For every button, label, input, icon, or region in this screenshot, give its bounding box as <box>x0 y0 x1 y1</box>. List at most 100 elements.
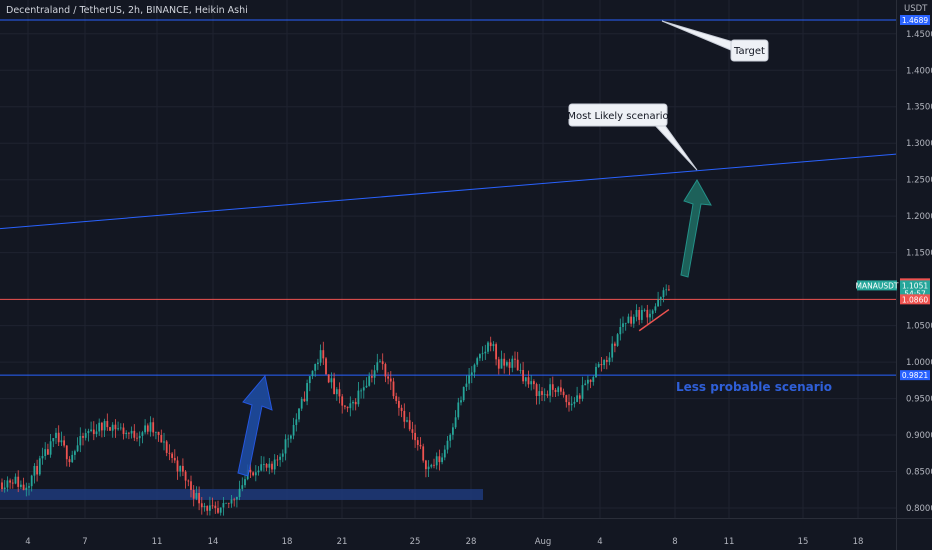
candle-body <box>211 505 214 507</box>
candle-body <box>408 420 411 430</box>
candle-body <box>492 344 495 347</box>
candle-body <box>430 464 433 467</box>
candle-body <box>600 364 603 366</box>
candle-body <box>535 384 538 397</box>
price-tag-resistance[interactable] <box>900 294 930 305</box>
candle-body <box>362 387 365 391</box>
callouts: Target Most Likely scenario Less probable … <box>567 20 832 394</box>
candle-body <box>373 370 376 378</box>
candle-body <box>47 449 49 455</box>
candle-body <box>508 362 511 368</box>
price-tag-target[interactable] <box>900 15 930 25</box>
candle-body <box>449 434 452 441</box>
candle-body <box>157 431 160 435</box>
currency-label: USDT <box>904 4 928 14</box>
candle-body <box>257 470 260 473</box>
price-tick-label: 1.3500 <box>906 103 932 113</box>
candle-body <box>71 454 74 463</box>
candle-body <box>592 377 595 382</box>
candle-body <box>516 359 519 371</box>
candle-body <box>268 463 271 468</box>
candle-body <box>311 370 314 377</box>
candle-body <box>524 377 527 382</box>
candle-body <box>165 441 168 453</box>
candle-body <box>325 358 327 375</box>
candle-body <box>479 354 481 359</box>
candle-body <box>603 360 605 366</box>
candle-body <box>290 435 292 439</box>
candle-body <box>41 456 44 459</box>
price-tag-countdown[interactable] <box>900 288 930 299</box>
candle-body <box>149 422 152 432</box>
time-tick-label: 21 <box>337 537 348 547</box>
candle-body <box>36 465 38 475</box>
candle-body <box>214 505 217 509</box>
candle-body <box>465 383 468 387</box>
candle-body <box>578 395 581 399</box>
candle-body <box>454 417 457 428</box>
price-tag-last[interactable] <box>900 280 930 291</box>
candle-body <box>595 366 597 378</box>
candle-body <box>546 394 549 396</box>
candle-body <box>414 432 416 441</box>
candle-body <box>619 326 622 335</box>
candle-body <box>379 361 381 363</box>
grid <box>0 0 896 518</box>
price-tag-support[interactable] <box>900 370 930 381</box>
candle-body <box>76 445 79 452</box>
price-tick-label: 1.0500 <box>906 322 932 332</box>
time-axis[interactable]: 4 7 11 14 18 21 25 28 Aug 4 8 11 15 18 <box>0 518 932 548</box>
time-tick-label: 28 <box>466 537 477 547</box>
candle-body <box>314 364 317 371</box>
candle-body <box>306 383 308 402</box>
candle-body <box>335 389 338 395</box>
candle-body <box>276 459 279 461</box>
price-tag-resistance-text: 1.0860 <box>902 295 928 304</box>
candle-body <box>476 358 479 365</box>
candle-body <box>665 289 668 291</box>
candle-body <box>460 400 462 403</box>
candle-body <box>281 453 284 457</box>
price-tag-symbol[interactable] <box>857 280 897 291</box>
price-tag-support-text: 0.9821 <box>902 371 928 380</box>
candle-body <box>192 489 195 499</box>
candle-body <box>114 424 117 430</box>
candle-body <box>443 449 446 458</box>
candle-body <box>668 289 670 291</box>
candle-body <box>452 427 454 435</box>
candle-body <box>225 502 227 504</box>
candle-body <box>33 465 36 476</box>
candle-body <box>319 350 322 363</box>
candle-body <box>330 378 333 383</box>
candle-body <box>622 323 624 327</box>
candle-body <box>365 385 368 388</box>
candle-body <box>433 464 435 466</box>
candle-body <box>446 440 449 450</box>
candle-body <box>389 378 392 382</box>
candle-body <box>308 376 311 384</box>
candle-body <box>238 488 241 497</box>
candle-body <box>368 376 371 386</box>
candles <box>1 284 670 516</box>
candle-body <box>260 464 263 471</box>
candle-body <box>317 362 319 365</box>
price-tick-label: 1.1500 <box>906 249 932 259</box>
candle-body <box>241 485 244 489</box>
candle-body <box>543 394 546 396</box>
candle-body <box>176 460 179 472</box>
candle-body <box>641 310 643 320</box>
candle-body <box>651 310 654 314</box>
candle-body <box>55 432 57 439</box>
candle-body <box>638 310 641 320</box>
short-trend-line <box>638 308 670 332</box>
candle-body <box>503 358 506 366</box>
candle-body <box>217 508 219 513</box>
candle-body <box>416 440 419 445</box>
candle-body <box>457 402 460 418</box>
price-axis[interactable]: USDT 1.4500 1.4000 1.3500 1.3000 1.2500 1.2000… <box>856 0 932 550</box>
